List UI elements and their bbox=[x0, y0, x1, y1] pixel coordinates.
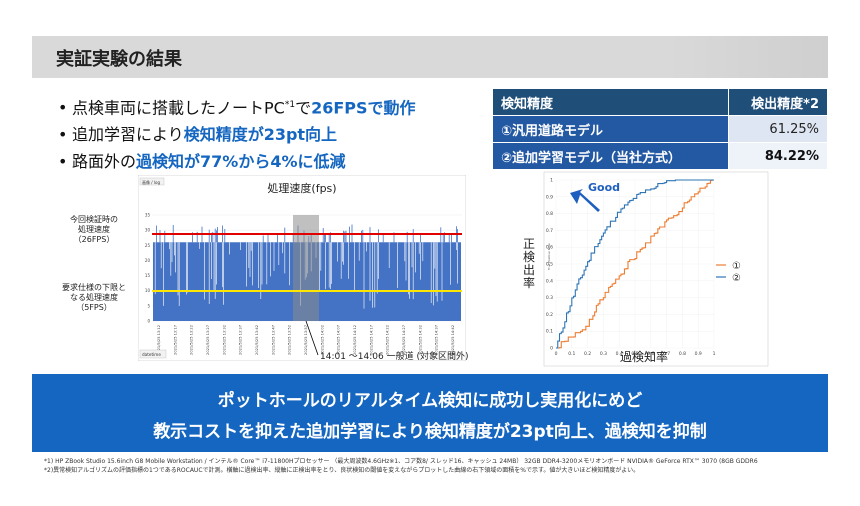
x-tick-label: 0.4 bbox=[616, 351, 623, 357]
table-cell: ②追加学習モデル（当社方式） bbox=[492, 142, 729, 170]
y-tick-label: 35 bbox=[145, 213, 151, 218]
y-tick-label: 0.7 bbox=[546, 228, 553, 234]
bullet-item: • 点検車両に搭載したノートPC*1で26FPSで動作 bbox=[58, 98, 416, 118]
footnote-1: *1) HP ZBook Studio 15.6inch G8 Mobile W… bbox=[44, 458, 758, 465]
y-tick-label: 10 bbox=[145, 288, 151, 293]
good-label: Good bbox=[588, 181, 620, 194]
x-tick-label: 2021/5/25 14:02 bbox=[320, 325, 324, 355]
x-tick-label: 2021/5/25 13:27 bbox=[206, 325, 210, 355]
x-tick-label: 0.9 bbox=[695, 351, 702, 357]
x-tick-label: 0.3 bbox=[600, 351, 607, 357]
table-row: ②追加学習モデル（当社方式） 84.22% bbox=[492, 142, 828, 170]
x-tick-label: 2021/5/25 14:07 bbox=[337, 325, 341, 355]
x-tick-label: 0.6 bbox=[647, 351, 654, 357]
x-tick-label: 0.8 bbox=[679, 351, 686, 357]
x-tick-label: 2021/5/25 14:17 bbox=[369, 325, 373, 355]
y-tick-label: 0.6 bbox=[546, 245, 553, 251]
table-cell: ①汎用道路モデル bbox=[492, 115, 729, 143]
x-tick-label: 2021/5/25 13:17 bbox=[173, 325, 177, 355]
datetime-dropdown-label: datetime bbox=[142, 352, 161, 357]
y-tick-label: 0 bbox=[550, 346, 553, 352]
y-tick-label: 0.9 bbox=[546, 194, 553, 200]
excluded-section-highlight bbox=[293, 215, 319, 321]
x-tick-label: 2021/5/25 13:32 bbox=[222, 325, 226, 355]
section-annotation: 14:01 ～14:06 一般道 (対象区間外) bbox=[320, 352, 469, 362]
table-header-cell: 検知精度 bbox=[492, 88, 729, 116]
fps-corner-label: 画像 / log bbox=[142, 179, 160, 185]
required-speed-label: 要求仕様の下限と なる処理速度 （5FPS） bbox=[62, 283, 126, 312]
x-tick-label: 2021/5/25 14:37 bbox=[435, 325, 439, 355]
title-band: 実証実験の結果 bbox=[32, 36, 828, 78]
y-tick-label: 0.3 bbox=[546, 295, 553, 301]
y-tick-label: 30 bbox=[145, 228, 151, 233]
y-tick-label: 1 bbox=[550, 178, 553, 184]
x-tick-label: 0 bbox=[555, 351, 558, 357]
x-tick-label: 2021/5/25 14:27 bbox=[402, 325, 406, 355]
slide-title: 実証実験の結果 bbox=[56, 49, 182, 70]
banner-line-2: 教示コストを抑えた追加学習により検知精度が23pt向上、過検知を抑制 bbox=[153, 422, 707, 442]
x-tick-label: 2021/5/25 13:12 bbox=[157, 325, 161, 355]
good-arrow-icon bbox=[570, 189, 600, 212]
roc-curve-2 bbox=[556, 179, 714, 349]
y-tick-label: 0.1 bbox=[546, 329, 553, 335]
x-tick-label: 2021/5/25 13:52 bbox=[288, 325, 292, 355]
y-tick-label: 5 bbox=[147, 303, 150, 308]
conclusion-banner: ポットホールのリアルタイム検知に成功し実用化にめど 教示コストを抑えた追加学習に… bbox=[32, 374, 828, 452]
x-tick-label: 2021/5/25 14:22 bbox=[386, 325, 390, 355]
x-tick-label: 2021/5/25 14:42 bbox=[451, 325, 455, 355]
x-tick-label: 2021/5/25 13:47 bbox=[271, 325, 275, 355]
table-cell: 61.25% bbox=[728, 115, 828, 143]
bullet-list: • 点検車両に搭載したノートPC*1で26FPSで動作 • 追加学習により検知精度が… bbox=[58, 92, 498, 175]
y-tick-label: 20 bbox=[145, 258, 151, 263]
x-tick-label: 0.2 bbox=[584, 351, 591, 357]
table-row: ①汎用道路モデル 61.25% bbox=[492, 115, 828, 143]
annotation-pointer bbox=[305, 320, 319, 356]
table-header-cell: 検出精度*2 bbox=[728, 88, 828, 116]
y-tick-label: 0.5 bbox=[546, 262, 553, 268]
datetime-dropdown[interactable] bbox=[139, 349, 167, 359]
fps-chart-svg: 画像 / log 処理速度(fps) 0 5 10 15 20 25 30 35 2021/5… bbox=[137, 174, 467, 362]
bullet-item: • 路面外の過検知が77%から4%に低減 bbox=[58, 152, 346, 172]
x-tick-label: 2021/5/25 13:57 bbox=[304, 325, 308, 355]
y-tick-label: 0.4 bbox=[546, 278, 553, 284]
table-cell: 84.22% bbox=[728, 142, 828, 170]
x-tick-label: 0.1 bbox=[568, 351, 575, 357]
legend-label-1: ① bbox=[732, 261, 741, 272]
x-tick-label: 2021/5/25 13:22 bbox=[190, 325, 194, 355]
banner-line-1: ポットホールのリアルタイム検知に成功し実用化にめど bbox=[217, 391, 643, 411]
roc-x-axis-label: 過検知率 bbox=[620, 350, 669, 364]
roc-y-axis-label: 正検出率 bbox=[522, 237, 535, 290]
fps-chart: 画像 / log 処理速度(fps) 0 5 10 15 20 25 30 35 2021/5… bbox=[137, 174, 467, 362]
y-tick-label: 0.8 bbox=[546, 211, 553, 217]
bullet-item: • 追加学習により検知精度が23pt向上 bbox=[58, 125, 338, 145]
legend-label-2: ② bbox=[732, 273, 741, 284]
table-header-row: 検知精度 検出精度*2 bbox=[492, 88, 828, 116]
y-tick-label: 15 bbox=[145, 273, 151, 278]
roc-curve-1 bbox=[556, 179, 714, 349]
fps-chart-title: 処理速度(fps) bbox=[267, 181, 336, 195]
y-tick-label: 0.2 bbox=[546, 312, 553, 318]
y-tick-label: 25 bbox=[145, 243, 151, 248]
footnote-2: *2)異常検知アルゴリズムの評価指標の1つであるROCAUCで計測。横軸に過検出… bbox=[44, 467, 640, 474]
current-speed-label: 今回検証時の 処理速度 （26FPS） bbox=[70, 215, 118, 244]
y-tick-label: 0 bbox=[147, 319, 150, 324]
x-tick-label: 0.5 bbox=[631, 351, 638, 357]
roc-inner-ylabel: True Positive Rate bbox=[547, 243, 551, 271]
roc-chart: 0 0.1 0.2 0.3 0.4 0.5 0.6 0.7 0.8 0.9 1 0 0.1 0.2 0.3 0… bbox=[520, 170, 770, 370]
x-tick-label: 0.7 bbox=[663, 351, 670, 357]
roc-chart-svg: 0 0.1 0.2 0.3 0.4 0.5 0.6 0.7 0.8 0.9 1 0 0.1 0.2 0.3 0… bbox=[543, 171, 769, 367]
x-tick-label: 1 bbox=[713, 351, 716, 357]
accuracy-table: 検知精度 検出精度*2 ①汎用道路モデル 61.25% ②追加学習モデル（当社方… bbox=[492, 88, 828, 170]
x-tick-label: 2021/5/25 14:12 bbox=[353, 325, 357, 355]
x-tick-label: 2021/5/25 13:37 bbox=[239, 325, 243, 355]
x-tick-label: 2021/5/25 14:32 bbox=[418, 325, 422, 355]
x-tick-label: 2021/5/25 13:42 bbox=[255, 325, 259, 355]
